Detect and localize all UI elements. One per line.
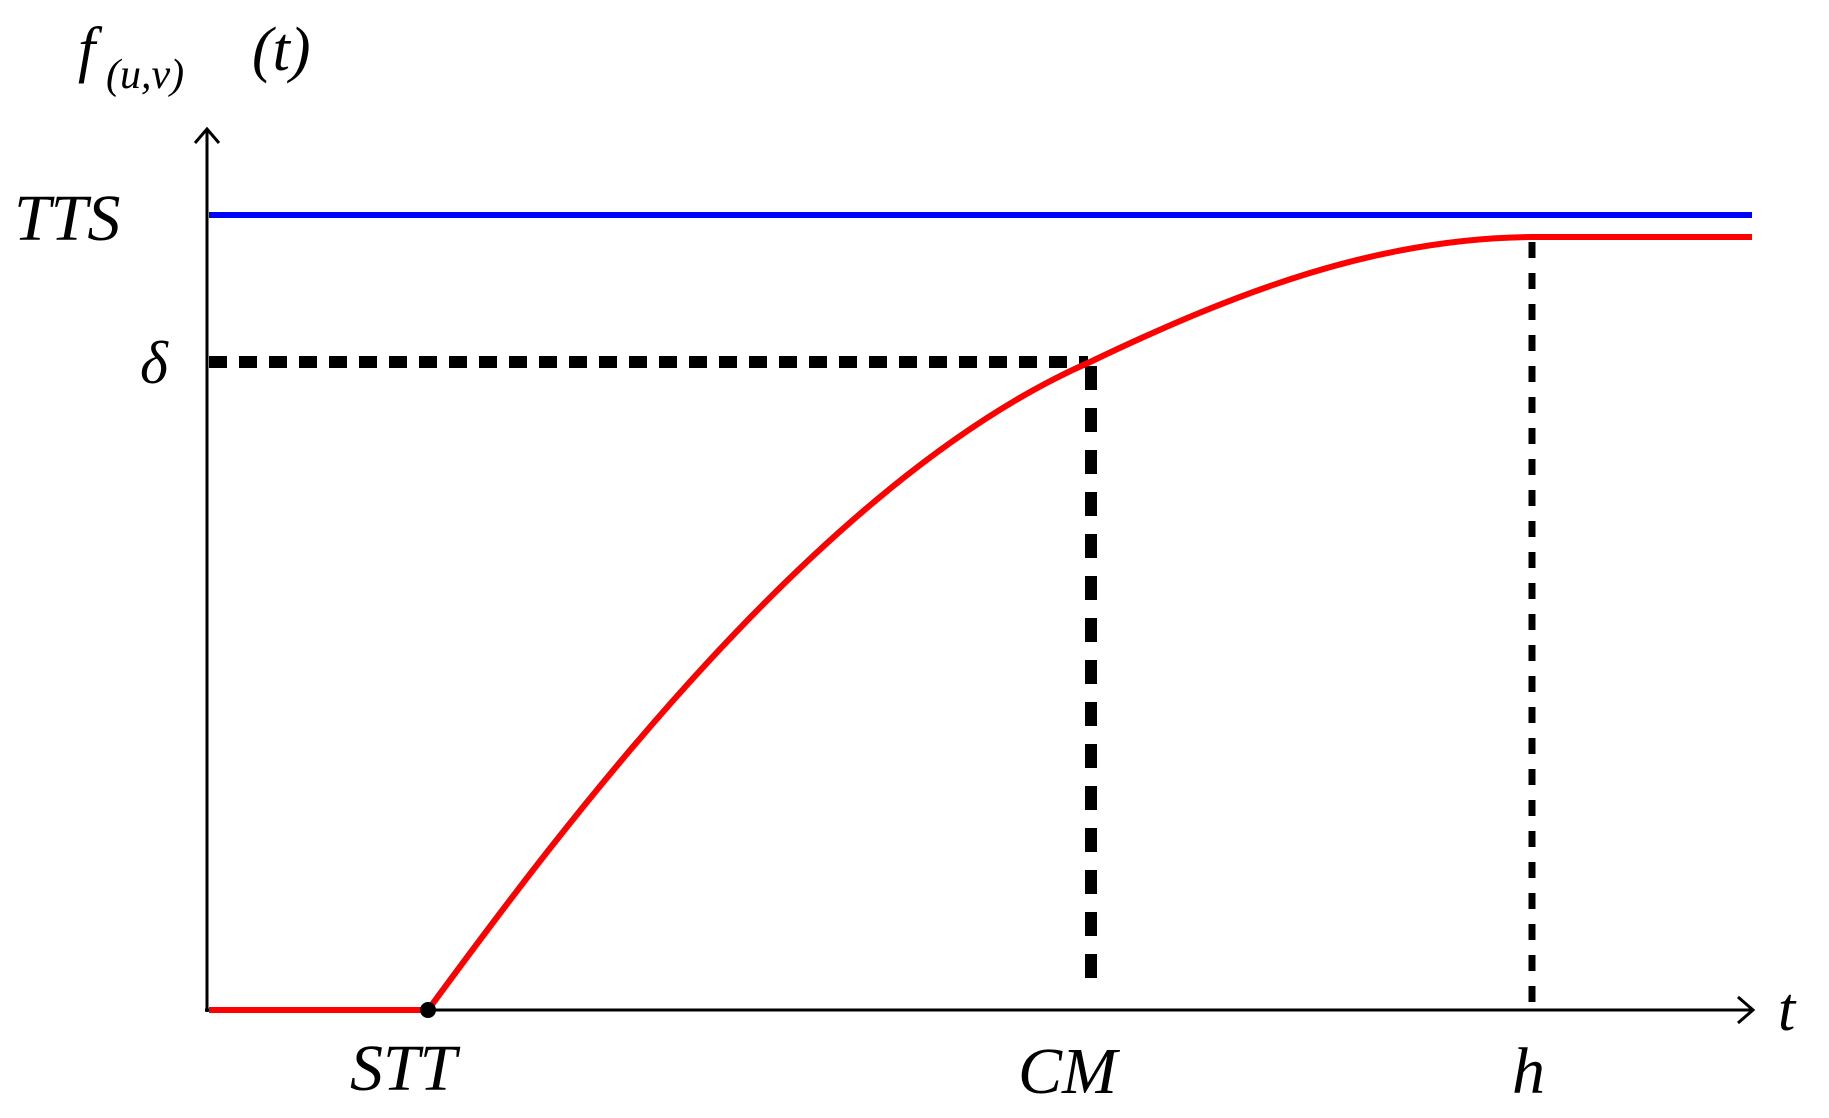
- y-axis-arg: (t): [252, 16, 311, 84]
- h-label: h: [1512, 1035, 1545, 1108]
- y-axis: [193, 126, 221, 1012]
- x-axis-label: t: [1778, 976, 1797, 1044]
- f-curve: [209, 234, 1752, 1013]
- x-axis-arrow-icon: [1737, 995, 1756, 1025]
- y-axis-arrow-icon: [193, 126, 221, 144]
- delta-label: δ: [140, 330, 169, 396]
- y-axis-label: f (u,v) (t): [78, 16, 311, 98]
- x-axis: [205, 995, 1756, 1025]
- y-axis-subscript: (u,v): [106, 52, 184, 98]
- stt-label: STT: [350, 1032, 461, 1105]
- tts-label: TTS: [14, 182, 120, 255]
- cm-label: CM: [1018, 1035, 1121, 1108]
- y-axis-func: f: [78, 16, 103, 84]
- stt-point-marker: [420, 1002, 436, 1018]
